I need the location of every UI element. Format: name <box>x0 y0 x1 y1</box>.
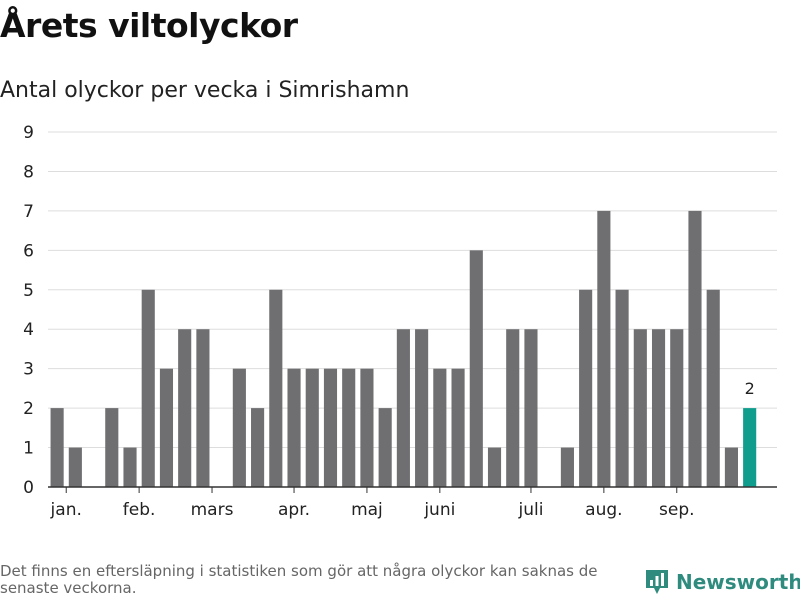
y-tick-label: 1 <box>23 439 34 459</box>
x-tick-label: apr. <box>278 500 310 520</box>
bar <box>615 289 629 487</box>
bar <box>597 210 611 487</box>
bar <box>123 447 137 487</box>
highlight-bar <box>743 408 757 487</box>
chart-subtitle: Antal olyckor per vecka i Simrishamn <box>0 78 410 103</box>
x-tick-label: sep. <box>659 500 695 520</box>
y-tick-label: 7 <box>23 202 34 222</box>
bar <box>706 289 720 487</box>
newsworthy-logo-icon <box>646 570 668 594</box>
bar <box>105 408 119 487</box>
bar-value-label: 2 <box>745 379 755 398</box>
brand-name: Newsworthy <box>676 570 800 594</box>
bar <box>633 329 647 487</box>
bar <box>560 447 574 487</box>
bar <box>396 329 410 487</box>
bar <box>524 329 538 487</box>
bar <box>342 368 356 487</box>
bar <box>670 329 684 487</box>
y-tick-label: 9 <box>23 123 34 143</box>
y-tick-label: 8 <box>23 162 34 182</box>
y-tick-label: 0 <box>23 478 34 498</box>
bar <box>323 368 338 487</box>
chart-title: Årets viltolyckor <box>0 6 298 45</box>
y-tick-label: 5 <box>23 281 34 301</box>
bar <box>196 329 210 487</box>
bar <box>232 368 246 487</box>
bar-chart: 0 1 2 3 4 5 6 7 8 9 2 jan. feb. mars apr. maj juni juli au… <box>23 123 777 520</box>
bar <box>579 289 593 487</box>
bar <box>251 408 265 487</box>
bar <box>688 210 702 487</box>
bar <box>287 368 301 487</box>
bar <box>451 368 465 487</box>
bar <box>415 329 429 487</box>
footnote: Det finns en eftersläpning i statistiken… <box>0 562 598 597</box>
bar <box>178 329 192 487</box>
bar <box>68 447 82 487</box>
bar <box>360 368 374 487</box>
bar <box>305 368 319 487</box>
y-tick-label: 4 <box>23 320 34 340</box>
bar <box>378 408 392 487</box>
bar <box>724 447 738 487</box>
x-tick-label: mars <box>191 500 234 520</box>
x-tick-label: aug. <box>585 500 622 520</box>
y-tick-label: 3 <box>23 360 34 380</box>
bar <box>651 329 666 487</box>
bar <box>433 368 447 487</box>
y-tick-label: 6 <box>23 241 34 261</box>
x-tick-label: maj <box>351 500 383 520</box>
x-tick-label: jan. <box>50 500 82 520</box>
bar <box>269 289 283 487</box>
x-tick-label: juni <box>423 500 455 520</box>
bar <box>141 289 155 487</box>
bar <box>159 368 174 487</box>
bar <box>469 250 483 487</box>
y-tick-label: 2 <box>23 399 34 419</box>
brand-logo[interactable]: Newsworthy <box>644 568 800 596</box>
bar <box>50 408 64 487</box>
x-tick-label: feb. <box>123 500 156 520</box>
x-tick-label: juli <box>517 500 543 520</box>
bar <box>487 447 502 487</box>
bar <box>506 329 520 487</box>
